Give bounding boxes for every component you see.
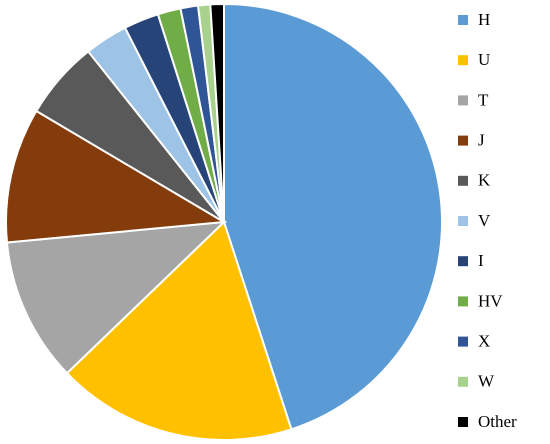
- legend-marker: [458, 55, 468, 66]
- pie-slice: [223, 2, 443, 431]
- legend-label: K: [478, 171, 491, 190]
- legend-label: I: [478, 251, 484, 270]
- pie-slice: [5, 220, 227, 375]
- legend-marker: [458, 175, 468, 186]
- legend-marker: [458, 256, 468, 267]
- legend-marker: [458, 296, 468, 307]
- legend-label: HV: [478, 291, 503, 310]
- legend-marker: [458, 135, 468, 146]
- pie-slice: [65, 220, 293, 441]
- pie-slice: [209, 2, 225, 223]
- legend-marker: [458, 95, 468, 106]
- legend-label: J: [478, 131, 485, 150]
- pie-slice: [5, 109, 228, 244]
- legend-label: U: [478, 50, 490, 69]
- legend-label: T: [478, 90, 489, 109]
- legend-marker: [458, 15, 468, 25]
- legend-marker: [458, 417, 468, 427]
- legend-marker: [458, 336, 468, 347]
- legend-marker: [458, 376, 468, 387]
- legend-label: W: [478, 372, 495, 391]
- legend-marker: [458, 216, 468, 226]
- legend-label: H: [478, 10, 490, 29]
- legend-label: Other: [478, 412, 517, 431]
- legend-label: X: [478, 332, 490, 351]
- legend-label: V: [478, 211, 491, 230]
